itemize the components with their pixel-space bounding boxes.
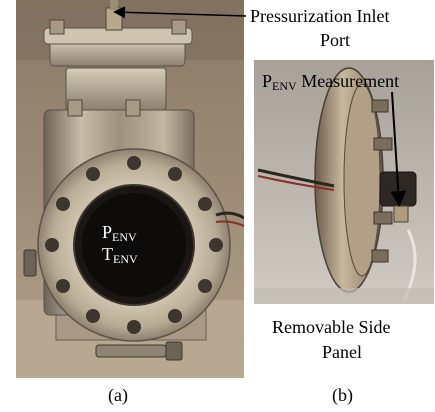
inlet-label-line2: Port	[320, 30, 351, 50]
pressure-chamber-illustration	[16, 0, 244, 378]
tenv-subscript: ENV	[113, 252, 138, 266]
caption-b: (b)	[332, 385, 353, 405]
panel-bolts	[371, 99, 393, 263]
removable-label-line1: Removable Side	[272, 317, 391, 337]
pressure-sensor	[379, 171, 417, 207]
penv-p-letter: P	[102, 222, 113, 242]
penv-subscript: ENV	[112, 230, 137, 244]
top-flange-lower	[65, 67, 167, 111]
removable-label-line2: Panel	[322, 342, 362, 362]
photo-pressure-chamber: PENV TENV	[16, 0, 244, 378]
tenv-overlay-label: TENV	[102, 244, 138, 269]
inlet-label-line1: Pressurization Inlet	[250, 6, 390, 26]
inlet-fitting	[105, 7, 123, 31]
photo-removable-panel	[254, 60, 434, 304]
penv-measurement-rest: Measurement	[296, 71, 400, 91]
penv-measurement-label: PENV Measurement	[262, 70, 399, 97]
tenv-t-letter: T	[102, 244, 113, 264]
removable-panel-illustration	[254, 60, 434, 304]
caption-a: (a)	[108, 385, 128, 405]
penv-measurement-sub: ENV	[272, 79, 297, 93]
loose-bolt	[95, 344, 167, 358]
penv-overlay-label: PENV	[102, 222, 137, 247]
penv-measurement-p: P	[262, 71, 273, 91]
flange-bolt-holes	[45, 156, 223, 334]
sensor-wire	[257, 168, 335, 188]
